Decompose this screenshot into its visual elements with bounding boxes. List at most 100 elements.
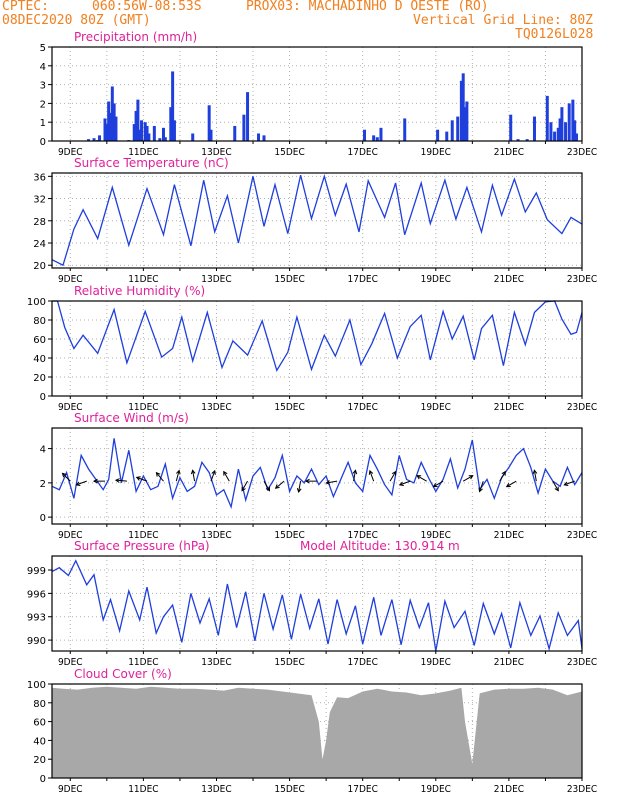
panel4-wind-vector <box>353 470 356 482</box>
panel6-xtick-label: 11DEC <box>128 784 158 795</box>
panel4-wind-arrowhead <box>135 476 141 481</box>
panel3-xtick-label: 9DEC <box>58 402 83 413</box>
panel5-ytick-label: 996 <box>27 589 46 600</box>
panel4-wind-vector <box>506 480 517 488</box>
panel1-bar <box>112 103 116 141</box>
panel1-bar <box>242 114 246 141</box>
panel1-xtick-label: 15DEC <box>274 147 304 158</box>
panel2-ytick-label: 20 <box>33 261 46 272</box>
panel1-bar <box>191 133 195 141</box>
panel6-cloud-area <box>52 686 582 778</box>
panel6-xtick-label: 23DEC <box>567 784 597 795</box>
panel1-bar <box>233 125 237 141</box>
panel1-bar <box>103 118 107 141</box>
panel4-ytick-label: 2 <box>40 479 46 490</box>
panel4-xtick-label: 23DEC <box>567 530 597 541</box>
panel3-ytick-label: 20 <box>33 373 46 384</box>
panel1-bar <box>558 118 562 141</box>
panel4-wind-arrowhead <box>505 482 511 488</box>
panel1-bar <box>573 120 577 141</box>
panel4-ytick-label: 4 <box>40 445 46 456</box>
panel2-xtick-label: 11DEC <box>128 274 158 285</box>
panel4-xtick-label: 9DEC <box>58 530 83 541</box>
panel4-wind-vector <box>326 480 338 484</box>
panel1-bar <box>525 139 529 141</box>
panel1-bar <box>372 135 376 141</box>
panel4-wind-arrowhead <box>274 484 280 489</box>
panel5-annotation: Model Altitude: 130.914 m <box>300 539 460 553</box>
panel6-xtick-label: 19DEC <box>421 784 451 795</box>
panel6-xtick-label: 21DEC <box>494 784 524 795</box>
panel1-ytick-label: 2 <box>40 99 46 110</box>
panel4-wind-arrowhead <box>468 475 474 480</box>
panel1-bar <box>461 73 465 141</box>
panel4-wind-arrowhead <box>554 486 559 492</box>
panel6-xtick-label: 15DEC <box>274 784 304 795</box>
panel4-wind-arrowhead <box>368 469 374 475</box>
panel1-bar <box>163 137 167 141</box>
panel4-wind-vector <box>552 480 559 491</box>
panel4-ytick-label: 0 <box>40 513 46 524</box>
panel2-xtick-label: 23DEC <box>567 274 597 285</box>
panel2-xtick-label: 19DEC <box>421 274 451 285</box>
panel2-xtick-label: 17DEC <box>348 274 378 285</box>
panel4-wind-arrowhead <box>61 472 67 478</box>
panel4-wind-arrowhead <box>391 470 397 476</box>
panel4-wind-vector <box>533 470 537 482</box>
panel5-xtick-label: 17DEC <box>348 657 378 668</box>
panel1-bar <box>456 116 460 141</box>
panel1-bar <box>92 138 96 141</box>
grid-note-label: Vertical Grid Line: 80Z <box>413 13 594 28</box>
panel4-wind-vector <box>241 480 248 491</box>
panel3-xtick-label: 23DEC <box>567 402 597 413</box>
panel2-ytick-label: 32 <box>33 195 46 206</box>
panel5-xtick-label: 19DEC <box>421 657 451 668</box>
panel1-bar <box>553 131 557 141</box>
chart-header: CPTEC: 060:56W-08:53S PROX03: MACHADINHO… <box>0 0 618 48</box>
panel4-wind-vector <box>156 472 164 482</box>
panel3-xtick-label: 17DEC <box>348 402 378 413</box>
panel1-bar <box>107 101 111 141</box>
panel1-bar <box>436 129 440 141</box>
panel4-xtick-label: 21DEC <box>494 530 524 541</box>
panel5-title: Surface Pressure (hPa) <box>74 539 210 553</box>
panel4-wind-arrowhead <box>176 469 181 475</box>
panel1-bar <box>147 133 151 141</box>
run-date-label: 08DEC2020 80Z (GMT) <box>2 13 151 28</box>
panel5-xtick-label: 13DEC <box>201 657 231 668</box>
panel2-series-line <box>51 173 583 267</box>
panel1-xtick-label: 23DEC <box>567 147 597 158</box>
panel1-ytick-label: 0 <box>40 137 46 148</box>
panel1-xtick-label: 21DEC <box>494 147 524 158</box>
panel2-xtick-label: 9DEC <box>58 274 83 285</box>
panel3-ytick-label: 80 <box>33 316 46 327</box>
panel1-ytick-label: 3 <box>40 81 46 92</box>
panel5-ytick-label: 999 <box>27 566 46 577</box>
panel2-ytick-label: 24 <box>33 239 46 250</box>
panel1-bar <box>403 118 407 141</box>
panel4-wind-vector <box>298 481 302 493</box>
panel4-wind-arrowhead <box>190 469 196 475</box>
panel5-ytick-label: 990 <box>27 636 46 647</box>
panel6-ytick-label: 100 <box>27 680 46 691</box>
panel1-bar <box>560 107 564 141</box>
panel3-xtick-label: 13DEC <box>201 402 231 413</box>
location-label: PROX03: MACHADINHO D OESTE (RO) <box>246 0 489 14</box>
panel2-ytick-label: 28 <box>33 217 46 228</box>
panel1-bar <box>257 133 261 141</box>
panel4-wind-vector <box>192 470 196 482</box>
panel1-bar <box>571 99 575 141</box>
panel4-wind-arrowhead <box>501 470 506 476</box>
panel4-xtick-label: 13DEC <box>201 530 231 541</box>
panel1-bar <box>114 116 118 141</box>
panel4-wind-vector <box>223 471 230 482</box>
panel4-wind-vector <box>433 480 444 488</box>
panel1-xtick-label: 17DEC <box>348 147 378 158</box>
panel4-title: Surface Wind (m/s) <box>74 411 189 425</box>
panel6-xtick-label: 13DEC <box>201 784 231 795</box>
panel4-xtick-label: 11DEC <box>128 530 158 541</box>
panel1-bar <box>143 122 147 141</box>
panel1-bar <box>445 131 449 141</box>
panel1-bar <box>379 127 383 141</box>
